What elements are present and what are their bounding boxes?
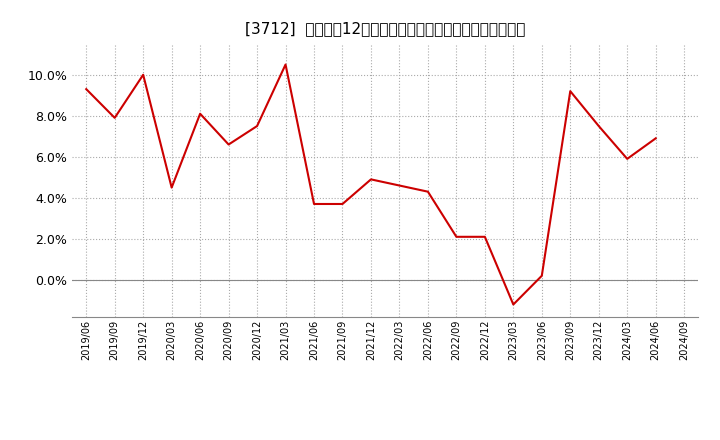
Title: [3712]  売上高の12か月移動合計の対前年同期増減率の推移: [3712] 売上高の12か月移動合計の対前年同期増減率の推移 [245, 21, 526, 36]
